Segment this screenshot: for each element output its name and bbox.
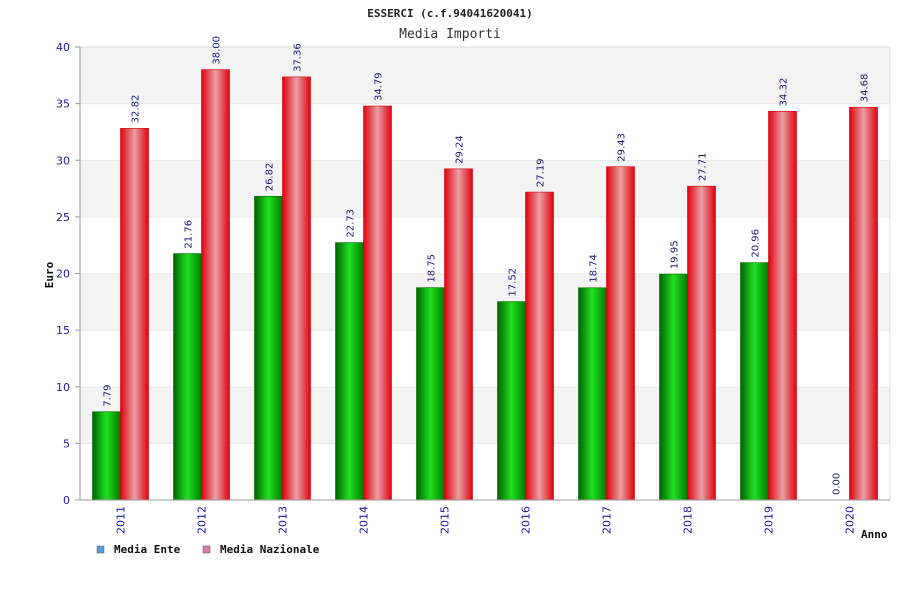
data-label-media-nazionale-2015: 29.24 [455,135,466,164]
legend-label-media-ente: Media Ente [114,543,181,556]
legend-label-media-nazionale: Media Nazionale [220,543,320,556]
data-label-media-nazionale-2013: 37.36 [293,43,304,72]
y-tick-label: 0 [63,494,70,507]
chart-subtitle: Media Importi [399,27,501,42]
x-tick-label-2015: 2015 [439,506,452,534]
data-label-media-nazionale-2017: 29.43 [617,133,628,162]
x-tick-label-2018: 2018 [682,506,695,534]
data-labels: 7.79 32.82 21.76 38.00 26.82 37.36 22.73 34.79 1… [103,36,871,495]
y-tick-label: 40 [56,41,70,54]
bar-media-ente-2015 [416,287,445,501]
bar-media-ente-2019 [740,262,769,501]
bar-media-ente-2011 [92,411,121,501]
bar-media-ente-2016 [497,301,526,501]
data-label-media-ente-2018: 19.95 [670,240,681,269]
x-axis-ticks: 2011 2012 2013 2014 2015 2016 2017 2018 2019 2020 [115,506,857,534]
data-label-media-nazionale-2019: 34.32 [779,78,790,107]
y-tick-label: 25 [56,211,70,224]
x-tick-label-2017: 2017 [601,506,614,534]
data-label-media-ente-2012: 21.76 [184,220,195,249]
bar-media-nazionale-2011 [120,128,149,501]
data-label-media-nazionale-2020: 34.68 [860,74,871,103]
y-tick-label: 15 [56,324,70,337]
x-tick-label-2013: 2013 [277,506,290,534]
bar-media-nazionale-2016 [525,191,554,501]
data-label-media-ente-2019: 20.96 [751,229,762,258]
y-tick-label: 10 [56,381,70,394]
y-axis-ticks: 0 5 10 15 20 25 30 35 40 [56,41,80,507]
x-axis-label: Anno [861,528,888,541]
data-label-media-nazionale-2018: 27.71 [698,153,709,182]
bars [92,69,878,501]
bar-media-ente-2018 [659,273,688,501]
data-label-media-ente-2013: 26.82 [265,163,276,192]
bar-media-nazionale-2019 [768,111,797,501]
x-tick-label-2019: 2019 [763,506,776,534]
data-label-media-ente-2011: 7.79 [103,385,114,407]
bar-media-ente-2012 [173,253,202,501]
bar-media-ente-2013 [254,195,283,501]
legend-swatch-media-nazionale [202,545,211,554]
x-tick-label-2014: 2014 [358,506,371,534]
data-label-media-ente-2020: 0.00 [832,473,843,495]
y-tick-label: 5 [63,437,70,450]
bar-media-nazionale-2013 [282,76,311,501]
y-tick-label: 20 [56,268,70,281]
data-label-media-ente-2015: 18.75 [427,254,438,283]
bar-media-nazionale-2014 [363,105,392,501]
y-tick-label: 30 [56,154,70,167]
bar-media-ente-2014 [335,242,364,501]
x-tick-label-2020: 2020 [844,506,857,534]
data-label-media-nazionale-2012: 38.00 [212,36,223,65]
data-label-media-nazionale-2011: 32.82 [131,95,142,124]
bar-media-nazionale-2012 [201,69,230,501]
data-label-media-nazionale-2016: 27.19 [536,158,547,187]
y-axis-label: Euro [43,261,56,288]
bar-media-nazionale-2017 [606,166,635,501]
legend-swatch-media-ente [96,545,105,554]
bar-media-nazionale-2018 [687,185,716,501]
x-tick-label-2012: 2012 [196,506,209,534]
data-label-media-ente-2017: 18.74 [589,254,600,283]
x-tick-label-2011: 2011 [115,506,128,534]
bar-media-nazionale-2020 [849,106,878,501]
data-label-media-ente-2014: 22.73 [346,209,357,238]
y-tick-label: 35 [56,98,70,111]
bar-media-nazionale-2015 [444,168,473,501]
data-label-media-nazionale-2014: 34.79 [374,72,385,101]
x-tick-label-2016: 2016 [520,506,533,534]
legend: Media Ente Media Nazionale [96,543,320,556]
chart-title: ESSERCI (c.f.94041620041) [367,7,533,20]
data-label-media-ente-2016: 17.52 [508,268,519,297]
bar-media-ente-2017 [578,287,607,501]
